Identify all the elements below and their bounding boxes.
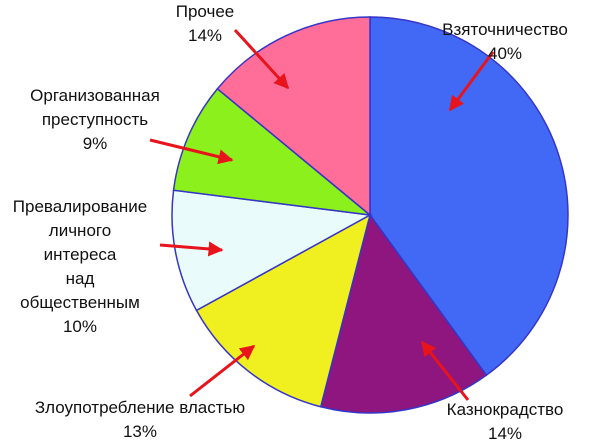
pie-slice [172,87,373,217]
pie-slice [216,16,371,217]
category-label: Казнокрадство [446,400,564,419]
slice-label: Организованная преступность 9% [30,84,160,156]
value-label: 14% [187,26,223,45]
pie-slice [369,16,569,377]
arrows [149,28,495,401]
pie-slice [171,189,373,312]
arrow [189,344,256,398]
value-label: 13% [122,422,158,441]
slice-label: Прочее 14% [176,0,235,48]
slice-label: Взяточничество 40% [442,18,568,66]
category-label: Взяточничество [442,20,568,39]
slice-label: Казнокрадство 14% [447,398,564,446]
arrow [448,51,495,112]
arrow [159,241,224,257]
value-label: 40% [487,44,523,63]
arrow [420,340,470,401]
category-label: Превалирование личного интереса над обще… [12,197,148,312]
value-label: 10% [62,317,98,336]
slice-label: Превалирование личного интереса над обще… [13,195,147,339]
category-label: Прочее [175,2,235,21]
value-label: 9% [82,134,108,153]
arrow [149,138,234,165]
slice-label: Злоупотребление властью 13% [35,396,245,444]
category-label: Злоупотребление властью [34,398,246,417]
value-label: 14% [487,424,523,443]
arrow [233,28,290,90]
pie-slice [319,213,488,414]
category-label: Организованная преступность [30,86,160,129]
